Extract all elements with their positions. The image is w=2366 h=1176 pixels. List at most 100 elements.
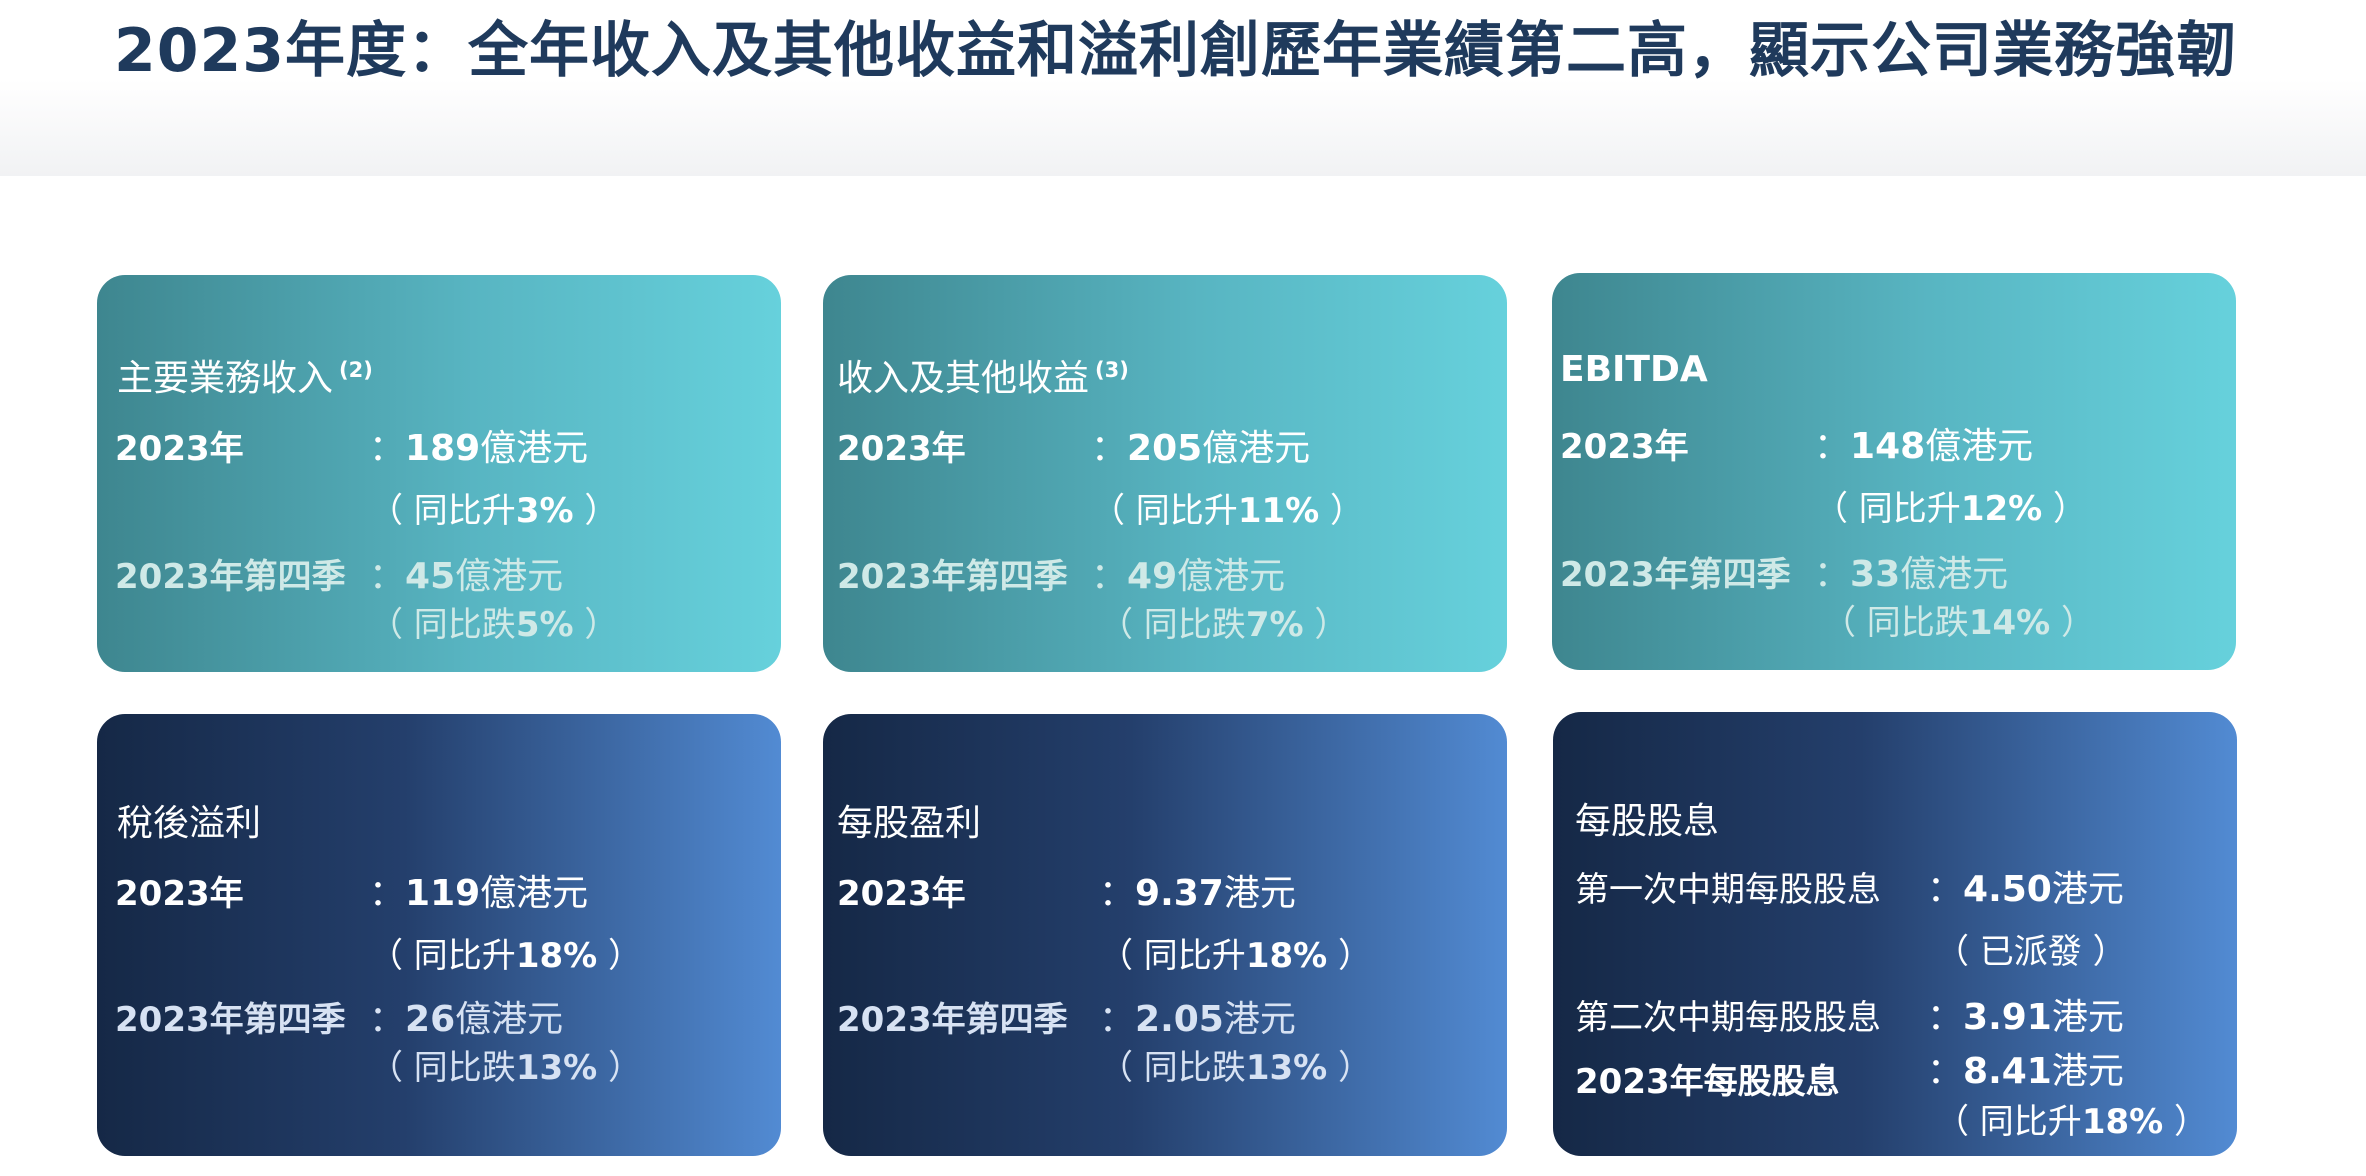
- card-title: 稅後溢利: [117, 803, 262, 844]
- footnote-marker: (2): [339, 358, 373, 382]
- annual-dividend-unit: 港元: [2051, 1051, 2124, 1092]
- year-change: （ 同比升18% ）: [369, 928, 642, 977]
- year-change: （ 同比升3% ）: [369, 483, 618, 532]
- annual-dividend-value: ：8.41港元: [1927, 1051, 2124, 1092]
- card-title: EBITDA: [1560, 349, 1708, 390]
- change-number: 18%: [2081, 1102, 2164, 1142]
- footnote-marker: (3): [1095, 358, 1129, 382]
- change-suffix: ）: [1303, 605, 1349, 645]
- quarter-value-number: 2.05: [1135, 999, 1224, 1040]
- change-number: 13%: [1245, 1048, 1328, 1088]
- change-suffix: ）: [1327, 1048, 1373, 1088]
- change-prefix: （ 同比升: [369, 936, 516, 976]
- year-value-number: 148: [1850, 426, 1926, 467]
- change-prefix: （ 同比跌: [1099, 605, 1246, 645]
- first-interim-number: 4.50: [1963, 869, 2052, 910]
- quarter-value-unit: 億港元: [1900, 554, 2009, 595]
- change-number: 3%: [515, 491, 574, 531]
- year-value-unit: 億港元: [480, 428, 589, 469]
- change-number: 14%: [1968, 603, 2051, 643]
- quarter-value: ：2.05港元: [1099, 999, 1296, 1040]
- quarter-value: ：45億港元: [369, 556, 564, 597]
- quarter-value-number: 33: [1850, 554, 1901, 595]
- change-suffix: ）: [1319, 491, 1365, 531]
- second-interim-value: ：3.91港元: [1927, 997, 2124, 1038]
- card-main-revenue: 主要業務收入 (2) 2023年 ：189億港元 （ 同比升3% ） 2023年第…: [97, 275, 781, 672]
- quarter-value: ：49億港元: [1091, 556, 1286, 597]
- year-value-number: 9.37: [1135, 873, 1224, 914]
- change-number: 12%: [1960, 489, 2043, 529]
- year-value-unit: 億港元: [480, 873, 589, 914]
- quarter-label: 2023年第四季: [837, 1000, 1068, 1040]
- year-value-unit: 億港元: [1202, 428, 1311, 469]
- change-prefix: （ 同比跌: [369, 1048, 516, 1088]
- change-suffix: ）: [573, 605, 619, 645]
- change-suffix: ）: [2050, 603, 2096, 643]
- change-prefix: （ 同比升: [1091, 491, 1238, 531]
- year-label: 2023年: [115, 429, 244, 469]
- quarter-value: ：26億港元: [369, 999, 564, 1040]
- year-value-unit: 億港元: [1925, 426, 2034, 467]
- change-number: 18%: [1245, 936, 1328, 976]
- change-prefix: （ 同比跌: [1822, 603, 1969, 643]
- quarter-label: 2023年第四季: [115, 557, 346, 597]
- change-number: 13%: [515, 1048, 598, 1088]
- year-value: ：189億港元: [369, 428, 589, 469]
- year-label: 2023年: [1560, 427, 1689, 467]
- card-title: 主要業務收入 (2): [117, 349, 373, 401]
- quarter-value: ：33億港元: [1814, 554, 2009, 595]
- quarter-value-number: 45: [405, 556, 456, 597]
- year-label: 2023年: [115, 874, 244, 914]
- quarter-value-number: 26: [405, 999, 456, 1040]
- quarter-change: （ 同比跌13% ）: [1099, 1040, 1372, 1089]
- quarter-value-unit: 億港元: [1177, 556, 1286, 597]
- page-title: 2023年度：全年收入及其他收益和溢利創歷年業績第二高，顯示公司業務強韌: [114, 16, 2237, 86]
- change-suffix: ）: [2042, 489, 2088, 529]
- year-change: （ 同比升12% ）: [1814, 481, 2087, 530]
- change-suffix: ）: [2163, 1102, 2209, 1142]
- annual-dividend-number: 8.41: [1963, 1051, 2052, 1092]
- header-band: 2023年度：全年收入及其他收益和溢利創歷年業績第二高，顯示公司業務強韌: [0, 0, 2366, 176]
- card-dividend-per-share: 每股股息 第一次中期每股股息 ：4.50港元 （ 已派發 ） 第二次中期每股股息…: [1553, 712, 2237, 1156]
- year-value-number: 119: [405, 873, 481, 914]
- year-change: （ 同比升11% ）: [1091, 483, 1364, 532]
- quarter-value-unit: 億港元: [455, 999, 564, 1040]
- quarter-label: 2023年第四季: [115, 1000, 346, 1040]
- change-suffix: ）: [597, 936, 643, 976]
- year-value: ：119億港元: [369, 873, 589, 914]
- year-value: ：9.37港元: [1099, 873, 1296, 914]
- year-value-unit: 港元: [1223, 873, 1296, 914]
- card-ebitda: EBITDA 2023年 ：148億港元 （ 同比升12% ） 2023年第四季…: [1552, 273, 2236, 670]
- card-title: 收入及其他收益 (3): [837, 349, 1129, 401]
- first-interim-unit: 港元: [2051, 869, 2124, 910]
- card-title: 每股股息: [1575, 801, 1720, 842]
- change-suffix: ）: [597, 1048, 643, 1088]
- quarter-change: （ 同比跌13% ）: [369, 1040, 642, 1089]
- card-title-text: 主要業務收入: [117, 358, 334, 399]
- quarter-value-unit: 億港元: [455, 556, 564, 597]
- quarter-value-unit: 港元: [1223, 999, 1296, 1040]
- change-prefix: （ 同比升: [369, 491, 516, 531]
- card-title-text: 收入及其他收益: [837, 358, 1090, 399]
- annual-dividend-change: （ 同比升18% ）: [1935, 1094, 2208, 1143]
- first-interim-value: ：4.50港元: [1927, 869, 2124, 910]
- second-interim-number: 3.91: [1963, 997, 2052, 1038]
- year-value: ：205億港元: [1091, 428, 1311, 469]
- quarter-label: 2023年第四季: [1560, 555, 1791, 595]
- year-change: （ 同比升18% ）: [1099, 928, 1372, 977]
- quarter-change: （ 同比跌14% ）: [1822, 595, 2095, 644]
- year-value-number: 205: [1127, 428, 1203, 469]
- change-prefix: （ 同比升: [1099, 936, 1246, 976]
- year-value: ：148億港元: [1814, 426, 2034, 467]
- quarter-change: （ 同比跌5% ）: [369, 597, 618, 646]
- year-value-number: 189: [405, 428, 481, 469]
- annual-dividend-label: 2023年每股股息: [1575, 1062, 1840, 1102]
- card-title: 每股盈利: [837, 803, 982, 844]
- change-prefix: （ 同比跌: [1099, 1048, 1246, 1088]
- second-interim-unit: 港元: [2051, 997, 2124, 1038]
- change-suffix: ）: [573, 491, 619, 531]
- card-revenue-other-income: 收入及其他收益 (3) 2023年 ：205億港元 （ 同比升11% ） 2023…: [823, 275, 1507, 672]
- quarter-change: （ 同比跌7% ）: [1099, 597, 1348, 646]
- change-number: 7%: [1245, 605, 1304, 645]
- quarter-label: 2023年第四季: [837, 557, 1068, 597]
